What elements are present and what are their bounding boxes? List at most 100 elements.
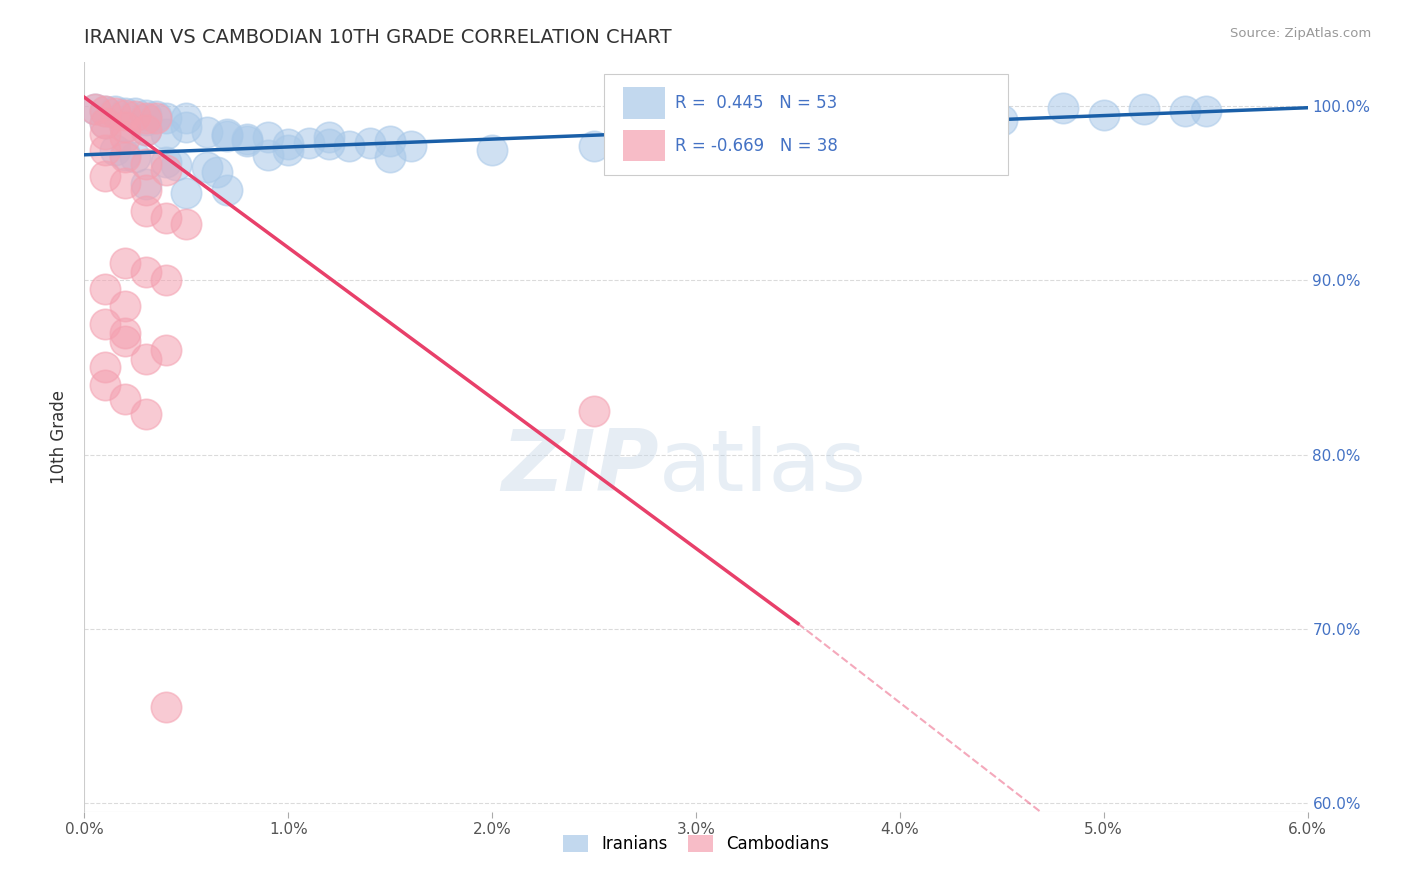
Point (583, 139, 606, 153)
Point (380, 134, 402, 148)
Point (114, 148, 136, 162)
Point (217, 183, 239, 197)
Point (176, 120, 198, 134)
Text: R = -0.669   N = 38: R = -0.669 N = 38 (675, 136, 838, 154)
Text: IRANIAN VS CAMBODIAN 10TH GRADE CORRELATION CHART: IRANIAN VS CAMBODIAN 10TH GRADE CORRELAT… (84, 28, 672, 47)
Point (1174, 104, 1197, 119)
Point (155, 700, 177, 714)
Point (124, 110, 146, 124)
Point (135, 156, 157, 170)
Point (217, 128, 239, 143)
Point (277, 143, 299, 157)
Point (114, 106, 136, 120)
Point (104, 143, 127, 157)
Point (93, 104, 117, 119)
Point (380, 149, 402, 163)
Point (277, 137, 299, 152)
Point (135, 108, 157, 122)
Point (1052, 101, 1074, 115)
Point (318, 130, 340, 145)
Point (155, 154, 177, 169)
Point (114, 176, 136, 190)
Point (93, 143, 117, 157)
Point (93, 377, 117, 392)
Point (1092, 108, 1115, 122)
FancyBboxPatch shape (605, 74, 1008, 175)
Point (481, 143, 503, 157)
Point (93, 104, 117, 119)
Point (124, 106, 146, 120)
Point (155, 112, 177, 126)
Point (195, 160, 218, 174)
Point (135, 408, 157, 422)
Point (1133, 103, 1156, 117)
Point (114, 120, 136, 134)
Point (93, 116, 117, 130)
Point (135, 123, 157, 137)
Point (145, 110, 167, 124)
Point (93, 169, 117, 183)
Text: atlas: atlas (659, 425, 868, 508)
Text: Source: ZipAtlas.com: Source: ZipAtlas.com (1230, 27, 1371, 40)
Bar (623, 87, 665, 119)
Point (124, 149, 146, 163)
Point (135, 112, 157, 126)
Point (93, 282, 117, 296)
Point (114, 130, 136, 145)
Point (155, 211, 177, 225)
Point (165, 158, 187, 172)
Bar (623, 130, 665, 161)
Y-axis label: 10th Grade: 10th Grade (51, 390, 69, 484)
Point (135, 112, 157, 127)
Point (83, 103, 105, 117)
Point (991, 112, 1014, 127)
Point (155, 163, 177, 178)
Point (399, 139, 422, 153)
Point (93, 116, 117, 130)
Point (176, 186, 198, 201)
Text: R =  0.445   N = 53: R = 0.445 N = 53 (675, 94, 838, 112)
Point (155, 273, 177, 287)
Point (114, 108, 136, 122)
Point (583, 404, 606, 418)
Point (135, 123, 157, 137)
Point (195, 125, 218, 139)
Text: ZIP: ZIP (502, 425, 659, 508)
Point (145, 112, 167, 126)
Point (176, 218, 198, 232)
Point (135, 183, 157, 197)
Point (787, 136, 810, 150)
Point (135, 264, 157, 278)
Point (93, 317, 117, 331)
Point (205, 165, 228, 179)
Point (104, 104, 127, 119)
Point (236, 134, 259, 148)
Point (685, 130, 707, 145)
Point (257, 130, 280, 145)
Point (359, 136, 381, 150)
Point (93, 360, 117, 375)
Point (176, 112, 198, 126)
Point (114, 256, 136, 270)
Point (155, 127, 177, 141)
Point (135, 203, 157, 218)
Point (93, 127, 117, 141)
Point (339, 139, 361, 153)
Point (135, 351, 157, 366)
Point (257, 148, 280, 162)
Point (83, 103, 105, 117)
Point (318, 137, 340, 152)
Legend: Iranians, Cambodians: Iranians, Cambodians (557, 828, 835, 860)
Point (114, 326, 136, 340)
Point (114, 334, 136, 349)
Point (104, 106, 127, 120)
Point (236, 132, 259, 146)
Point (155, 343, 177, 357)
Point (114, 299, 136, 313)
Point (114, 120, 136, 134)
Point (114, 392, 136, 406)
Point (1195, 104, 1218, 119)
Point (298, 136, 321, 150)
Point (135, 178, 157, 192)
Point (217, 127, 239, 141)
